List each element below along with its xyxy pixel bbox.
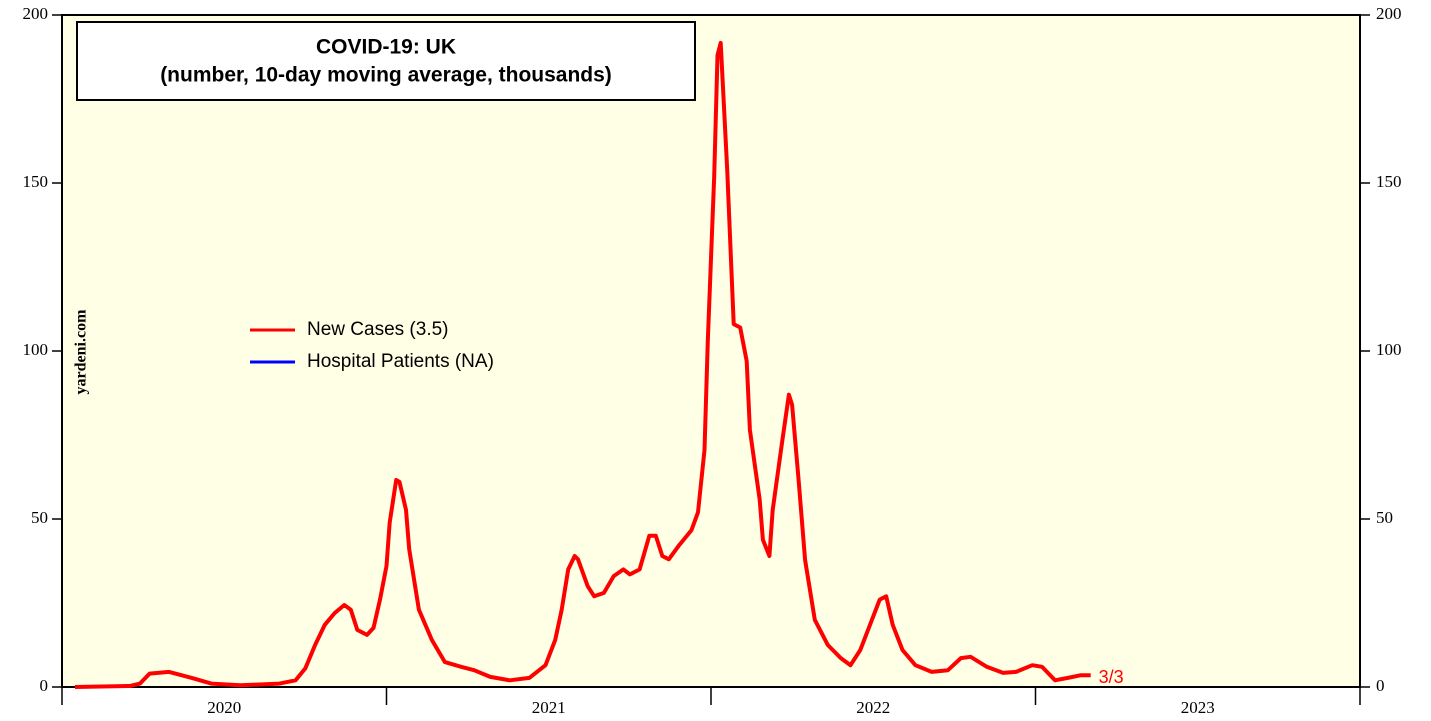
y2-tick-label: 0: [1376, 676, 1385, 695]
y2-tick-label: 50: [1376, 508, 1393, 527]
y2-tick-label: 100: [1376, 340, 1402, 359]
title-box: [76, 21, 696, 101]
y-tick-label: 200: [23, 4, 49, 23]
legend-label: New Cases (3.5): [307, 319, 449, 340]
y-tick-label: 100: [23, 340, 49, 359]
y2-tick-label: 200: [1376, 4, 1402, 23]
y2-tick-label: 150: [1376, 172, 1402, 191]
legend-label: Hospital Patients (NA): [307, 351, 494, 372]
plot-background: [62, 15, 1360, 687]
chart-subtitle: (number, 10-day moving average, thousand…: [160, 64, 612, 87]
x-tick-label: 2023: [1181, 698, 1215, 717]
watermark: yardeni.com: [73, 309, 90, 395]
chart-title: COVID-19: UK: [316, 36, 456, 59]
y-tick-label: 50: [31, 508, 48, 527]
x-tick-label: 2022: [856, 698, 890, 717]
y-tick-label: 150: [23, 172, 49, 191]
end-label: 3/3: [1099, 667, 1124, 687]
x-tick-label: 2020: [207, 698, 241, 717]
y-tick-label: 0: [40, 676, 49, 695]
x-tick-label: 2021: [532, 698, 566, 717]
series-line: [74, 40, 1091, 689]
